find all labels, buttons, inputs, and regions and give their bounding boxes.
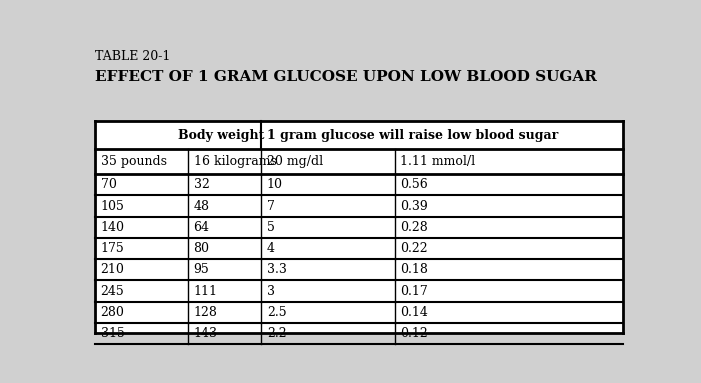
Text: 95: 95 [193, 263, 210, 276]
Text: 143: 143 [193, 327, 217, 340]
Text: 280: 280 [101, 306, 125, 319]
Text: 20 mg/dl: 20 mg/dl [267, 155, 323, 168]
Text: 128: 128 [193, 306, 217, 319]
Text: 10: 10 [267, 178, 283, 192]
Text: 245: 245 [101, 285, 124, 298]
Text: 105: 105 [101, 200, 125, 213]
Text: EFFECT OF 1 GRAM GLUCOSE UPON LOW BLOOD SUGAR: EFFECT OF 1 GRAM GLUCOSE UPON LOW BLOOD … [95, 70, 597, 83]
Text: 7: 7 [267, 200, 275, 213]
Text: 0.28: 0.28 [400, 221, 428, 234]
Text: 2.5: 2.5 [267, 306, 287, 319]
Text: 48: 48 [193, 200, 210, 213]
Text: 16 kilograms: 16 kilograms [193, 155, 276, 168]
Text: 1.11 mmol/l: 1.11 mmol/l [400, 155, 475, 168]
Text: 0.17: 0.17 [400, 285, 428, 298]
Text: 32: 32 [193, 178, 210, 192]
Text: 3: 3 [267, 285, 275, 298]
Text: 111: 111 [193, 285, 217, 298]
Text: 2.2: 2.2 [267, 327, 287, 340]
Text: 0.39: 0.39 [400, 200, 428, 213]
Text: 3.3: 3.3 [267, 263, 287, 276]
Text: 0.56: 0.56 [400, 178, 428, 192]
Text: 4: 4 [267, 242, 275, 255]
Text: 140: 140 [101, 221, 125, 234]
Text: 0.14: 0.14 [400, 306, 428, 319]
Text: Body weight: Body weight [178, 129, 265, 142]
Text: 64: 64 [193, 221, 210, 234]
Text: 5: 5 [267, 221, 275, 234]
Text: 0.18: 0.18 [400, 263, 428, 276]
Text: 1 gram glucose will raise low blood sugar: 1 gram glucose will raise low blood suga… [267, 129, 558, 142]
Text: 80: 80 [193, 242, 210, 255]
Text: 175: 175 [101, 242, 124, 255]
Text: 315: 315 [101, 327, 125, 340]
Bar [95, 121, 623, 334]
Text: 35 pounds: 35 pounds [101, 155, 167, 168]
Text: 210: 210 [101, 263, 125, 276]
Text: 0.22: 0.22 [400, 242, 428, 255]
Text: 0.12: 0.12 [400, 327, 428, 340]
Text: 70: 70 [101, 178, 116, 192]
Text: TABLE 20-1: TABLE 20-1 [95, 51, 170, 63]
